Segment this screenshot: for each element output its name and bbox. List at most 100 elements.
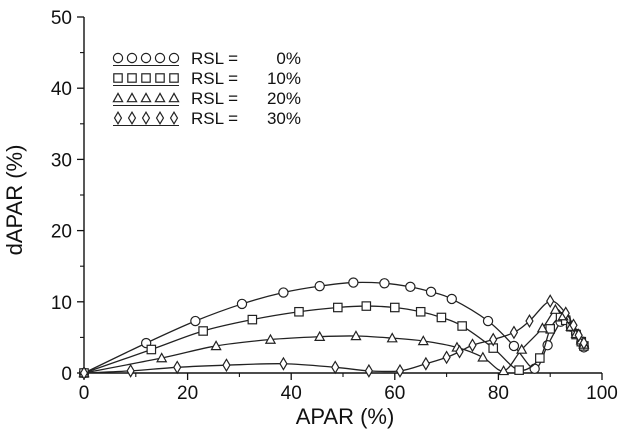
data-point-diamond bbox=[222, 358, 231, 373]
data-point-square bbox=[415, 306, 426, 317]
data-point-square bbox=[198, 326, 208, 336]
data-point-circle bbox=[314, 280, 325, 292]
y-tick-label: 20 bbox=[51, 222, 72, 243]
data-point-square bbox=[361, 301, 372, 311]
legend-marker-square bbox=[141, 73, 151, 83]
legend-marker-triangle bbox=[140, 92, 152, 103]
legend-label-value: 10% bbox=[267, 69, 301, 88]
x-tick-label: 100 bbox=[586, 383, 618, 404]
y-tick-label: 10 bbox=[51, 293, 72, 314]
legend-marker-diamond bbox=[113, 111, 123, 125]
data-point-triangle bbox=[417, 335, 429, 346]
x-tick-label: 40 bbox=[281, 383, 302, 404]
x-axis-title: APAR (%) bbox=[296, 404, 395, 429]
y-tick-label: 0 bbox=[61, 364, 72, 385]
legend-label-prefix: RSL = bbox=[191, 69, 238, 88]
data-point-triangle bbox=[497, 365, 510, 376]
legend-marker-circle bbox=[140, 52, 152, 64]
data-point-triangle bbox=[516, 343, 528, 354]
data-point-diamond bbox=[546, 294, 555, 309]
legend-marker-diamond bbox=[155, 111, 165, 125]
legend-marker-square bbox=[155, 73, 165, 83]
legend-marker-diamond bbox=[127, 111, 137, 125]
series-diamond bbox=[79, 294, 589, 380]
data-point-diamond bbox=[509, 325, 519, 340]
series-layer bbox=[78, 277, 590, 380]
legend-label-prefix: RSL = bbox=[191, 89, 238, 108]
data-point-diamond bbox=[561, 306, 570, 321]
y-tick-label: 40 bbox=[51, 79, 72, 100]
data-point-triangle bbox=[314, 330, 326, 341]
data-point-circle bbox=[278, 287, 289, 298]
data-point-circle bbox=[348, 277, 359, 288]
y-axis-title: dAPAR (%) bbox=[2, 145, 27, 256]
data-point-triangle bbox=[210, 340, 222, 351]
data-point-triangle bbox=[350, 330, 362, 341]
legend-marker-triangle bbox=[154, 92, 166, 103]
legend-marker-triangle bbox=[126, 92, 138, 103]
data-point-diamond bbox=[442, 350, 451, 365]
data-point-diamond bbox=[525, 314, 534, 328]
data-point-diamond bbox=[126, 363, 135, 378]
data-point-square bbox=[333, 302, 343, 313]
data-point-square bbox=[535, 353, 545, 363]
data-point-diamond bbox=[331, 360, 340, 375]
axes: 0 20 40 60 80 100 0 10 20 30 40 50 bbox=[51, 8, 618, 404]
data-point-square bbox=[247, 314, 258, 325]
legend-label-prefix: RSL = bbox=[191, 49, 238, 68]
data-point-triangle bbox=[386, 332, 398, 343]
data-point-circle bbox=[529, 363, 540, 374]
legend-label-value: 20% bbox=[267, 89, 301, 108]
x-tick-label: 0 bbox=[79, 383, 90, 404]
data-point-diamond bbox=[579, 336, 589, 351]
x-tick-label: 20 bbox=[177, 383, 198, 404]
legend-marker-circle bbox=[168, 52, 180, 64]
data-point-circle bbox=[405, 281, 416, 293]
data-point-square bbox=[436, 312, 447, 323]
y-tick-label: 50 bbox=[51, 8, 72, 29]
data-point-square bbox=[457, 321, 467, 331]
legend-marker-diamond bbox=[169, 111, 179, 125]
legend-marker-circle bbox=[154, 52, 166, 64]
legend-label-value: 30% bbox=[267, 109, 301, 128]
data-point-diamond bbox=[364, 363, 374, 378]
legend-marker-triangle bbox=[112, 92, 124, 103]
data-point-circle bbox=[236, 298, 248, 310]
legend-item: RSL = 10% bbox=[113, 69, 301, 88]
legend-label-value: 0% bbox=[276, 49, 301, 68]
data-point-diamond bbox=[455, 344, 464, 359]
data-point-triangle bbox=[264, 333, 277, 344]
data-point-triangle bbox=[549, 303, 561, 314]
data-point-circle bbox=[379, 278, 390, 289]
x-tick-label: 60 bbox=[384, 383, 405, 404]
data-point-square bbox=[514, 365, 524, 375]
data-point-diamond bbox=[79, 366, 89, 380]
data-point-diamond bbox=[489, 332, 498, 347]
data-point-square bbox=[390, 302, 400, 313]
data-point-circle bbox=[482, 315, 494, 327]
legend-marker-triangle bbox=[168, 92, 180, 103]
legend-marker-square bbox=[169, 73, 179, 83]
data-point-triangle bbox=[477, 351, 489, 362]
data-point-triangle bbox=[536, 322, 549, 333]
data-point-circle bbox=[446, 293, 457, 305]
data-point-square bbox=[146, 344, 157, 355]
data-point-diamond bbox=[173, 360, 182, 375]
data-point-triangle bbox=[156, 352, 168, 363]
data-point-circle bbox=[425, 286, 437, 298]
data-point-diamond bbox=[574, 328, 583, 343]
x-tick-label: 80 bbox=[488, 383, 509, 404]
data-point-diamond bbox=[279, 356, 288, 371]
legend-item: RSL = 0% bbox=[112, 49, 301, 68]
legend-marker-diamond bbox=[141, 111, 151, 125]
legend-marker-circle bbox=[112, 52, 124, 64]
data-point-circle bbox=[190, 315, 201, 327]
legend: RSL = 0% RSL = 10% RSL = 20% RSL = 30% bbox=[112, 49, 301, 128]
data-point-diamond bbox=[395, 363, 405, 378]
data-point-diamond bbox=[421, 356, 431, 371]
legend-label-prefix: RSL = bbox=[191, 109, 238, 128]
data-point-diamond bbox=[569, 318, 578, 333]
legend-marker-square bbox=[113, 73, 123, 83]
legend-marker-circle bbox=[126, 52, 138, 64]
